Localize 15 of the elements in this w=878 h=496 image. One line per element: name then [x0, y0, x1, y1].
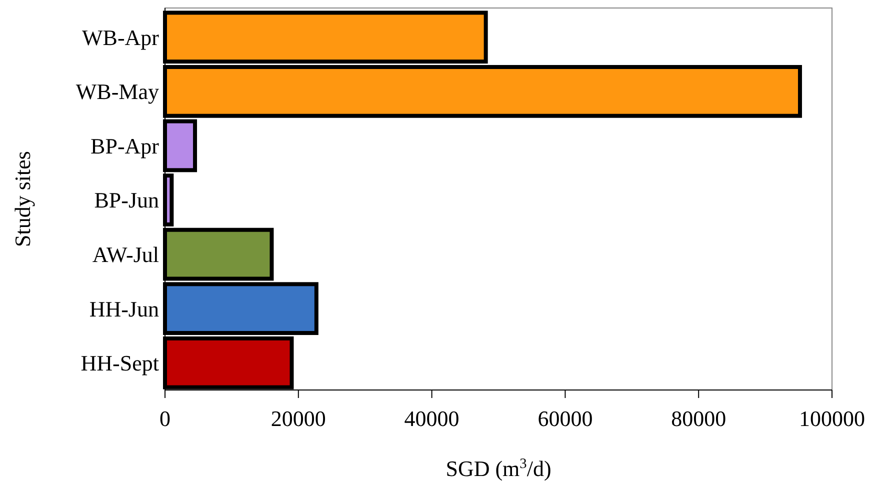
- x-tick-label: 40000: [404, 406, 460, 431]
- x-tick-label: 0: [160, 406, 170, 431]
- y-tick-label: WB-May: [76, 79, 159, 104]
- x-tick-label: 20000: [270, 406, 326, 431]
- y-tick-label: HH-Sept: [80, 350, 159, 376]
- y-tick-label: HH-Jun: [89, 296, 159, 322]
- x-tick-label: 60000: [538, 406, 593, 431]
- x-tick-label: 80000: [671, 406, 726, 431]
- y-tick-label: BP-Jun: [94, 188, 159, 213]
- x-tick-label: 100000: [799, 406, 865, 431]
- x-axis-title: SGD (m$^{3}$/d): [446, 456, 552, 481]
- y-tick-label: AW-Jul: [92, 242, 159, 267]
- y-tick-label: WB-Apr: [82, 24, 160, 50]
- y-axis-title: Study sites: [10, 151, 35, 247]
- y-tick-label: BP-Apr: [90, 133, 160, 158]
